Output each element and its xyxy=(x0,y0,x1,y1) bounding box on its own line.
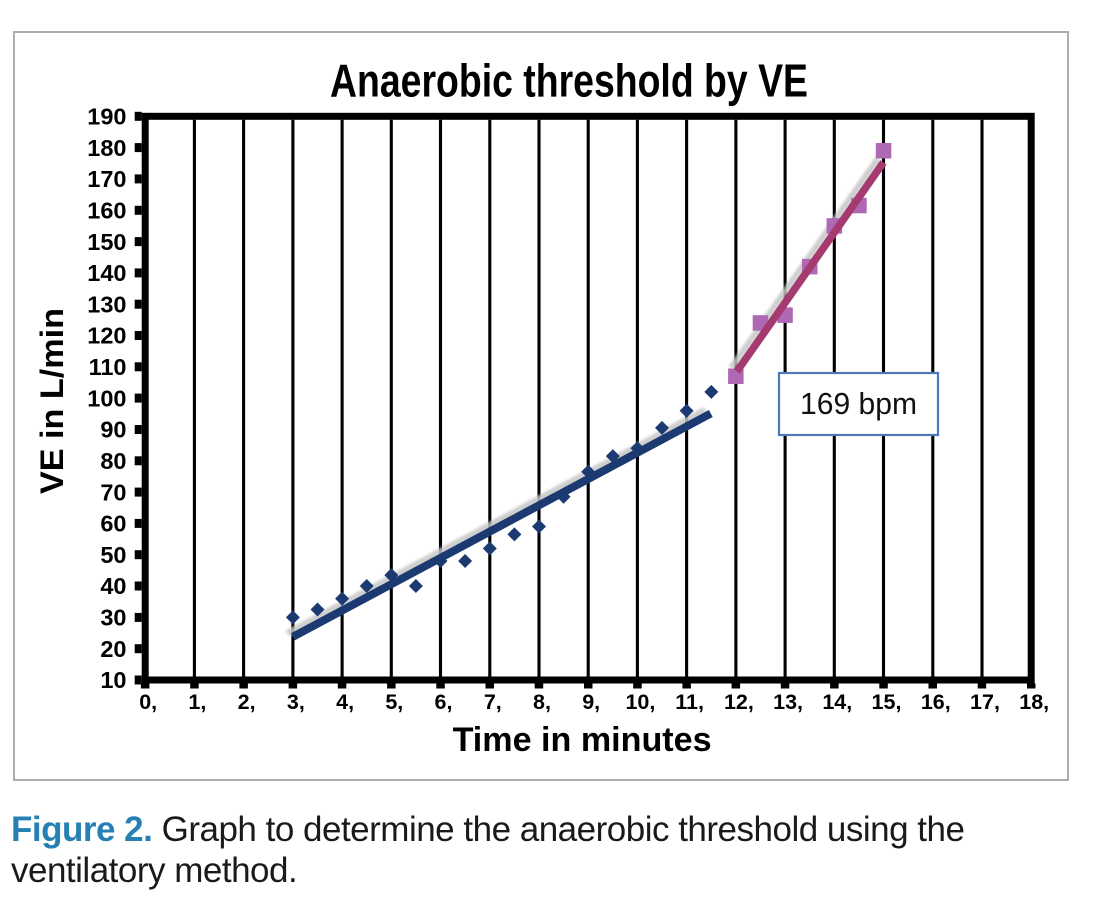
svg-text:Time in minutes: Time in minutes xyxy=(453,721,712,759)
svg-text:190: 190 xyxy=(87,104,126,130)
svg-text:110: 110 xyxy=(89,354,127,380)
svg-text:8,: 8, xyxy=(533,690,551,714)
svg-text:180: 180 xyxy=(87,135,126,161)
svg-text:5,: 5, xyxy=(385,690,403,714)
svg-text:10: 10 xyxy=(100,667,126,693)
svg-text:169 bpm: 169 bpm xyxy=(800,386,917,421)
svg-text:140: 140 xyxy=(87,260,126,286)
svg-text:170: 170 xyxy=(87,166,126,192)
svg-text:2,: 2, xyxy=(238,690,256,714)
svg-text:0,: 0, xyxy=(139,690,157,714)
svg-text:40: 40 xyxy=(100,573,126,599)
svg-text:18,: 18, xyxy=(1019,690,1049,714)
svg-text:13,: 13, xyxy=(773,690,803,714)
svg-text:12,: 12, xyxy=(724,690,754,714)
svg-text:VE in L/min: VE in L/min xyxy=(34,308,70,494)
svg-text:70: 70 xyxy=(100,479,126,505)
svg-text:150: 150 xyxy=(87,229,126,255)
svg-text:Anaerobic threshold by VE: Anaerobic threshold by VE xyxy=(330,55,808,107)
svg-text:130: 130 xyxy=(87,291,126,317)
svg-text:90: 90 xyxy=(100,417,126,443)
svg-text:11,: 11, xyxy=(675,690,704,714)
svg-text:120: 120 xyxy=(87,323,126,349)
svg-text:20: 20 xyxy=(100,636,126,662)
svg-text:100: 100 xyxy=(87,385,126,411)
svg-text:60: 60 xyxy=(100,511,126,537)
svg-text:16,: 16, xyxy=(921,690,951,714)
svg-text:6,: 6, xyxy=(435,690,453,714)
svg-text:7,: 7, xyxy=(484,690,502,714)
svg-text:80: 80 xyxy=(100,448,126,474)
svg-text:17,: 17, xyxy=(970,690,1000,714)
svg-text:14,: 14, xyxy=(822,690,852,714)
svg-text:10,: 10, xyxy=(625,690,655,714)
svg-text:160: 160 xyxy=(87,197,126,223)
svg-text:1,: 1, xyxy=(188,690,206,714)
svg-text:3,: 3, xyxy=(287,690,305,714)
svg-text:15,: 15, xyxy=(872,690,902,714)
svg-text:30: 30 xyxy=(100,605,126,631)
svg-text:9,: 9, xyxy=(582,690,600,714)
svg-text:50: 50 xyxy=(100,542,126,568)
svg-text:4,: 4, xyxy=(336,690,354,714)
